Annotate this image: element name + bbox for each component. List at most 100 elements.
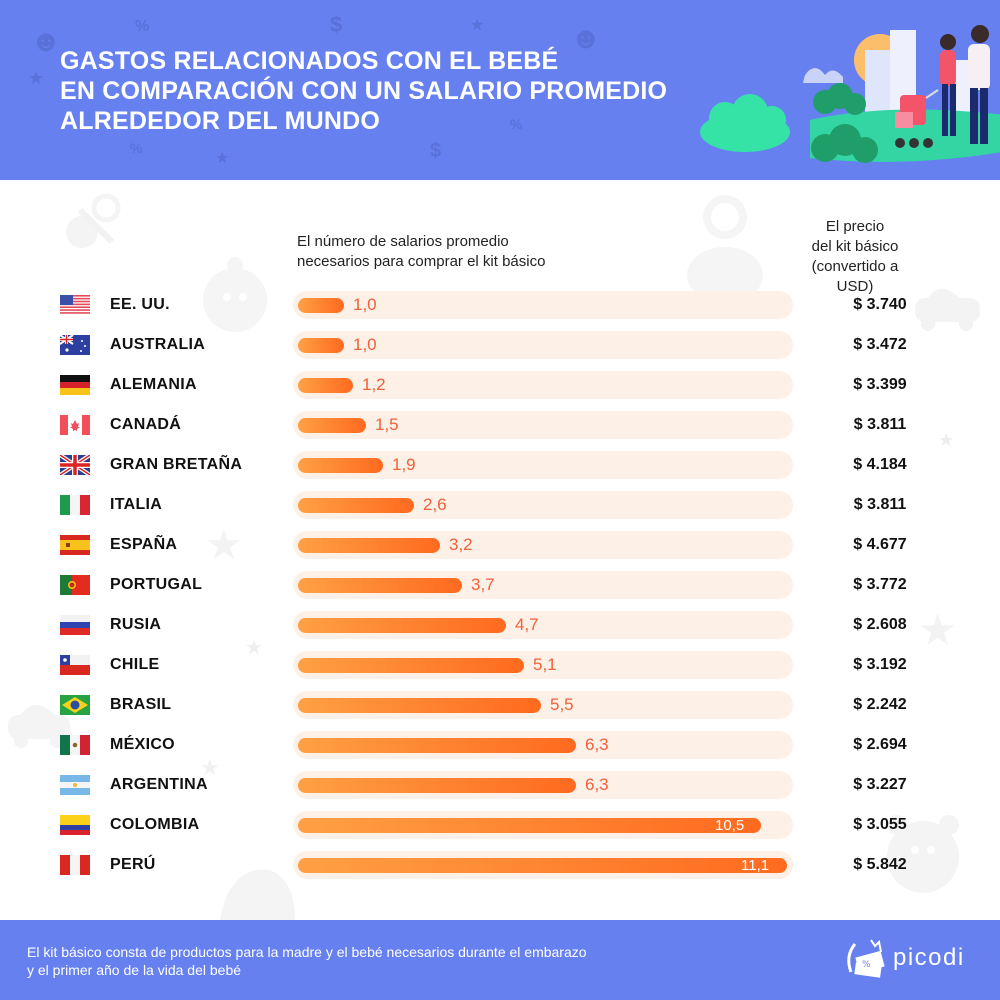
country-row: ARGENTINA 6,3 $ 3.227 xyxy=(0,770,1000,800)
country-row: CANADÁ 1,5 $ 3.811 xyxy=(0,410,1000,440)
country-label: COLOMBIA xyxy=(110,816,200,833)
bar-value-label: 6,3 xyxy=(585,735,609,754)
percent-icon: % xyxy=(510,116,523,132)
country-row: RUSIA 4,7 $ 2.608 xyxy=(0,610,1000,640)
bar xyxy=(298,458,383,473)
country-label: ALEMANIA xyxy=(110,376,197,393)
country-label: ITALIA xyxy=(110,496,163,513)
country-label: PERÚ xyxy=(110,856,156,873)
price-label: $ 3.192 xyxy=(853,656,907,673)
country-label: ARGENTINA xyxy=(110,776,208,793)
country-label: PORTUGAL xyxy=(110,576,203,593)
percent-icon: % xyxy=(130,140,143,156)
bar-value-label: 1,9 xyxy=(392,455,416,474)
bar xyxy=(298,658,524,673)
price-label: $ 3.772 xyxy=(853,576,907,593)
price-label: $ 3.740 xyxy=(853,296,907,313)
price-label: $ 3.811 xyxy=(853,496,907,513)
bush-icon xyxy=(813,83,866,115)
teddy-bear-icon xyxy=(203,257,267,332)
price-label: $ 4.184 xyxy=(853,456,907,473)
price-label: $ 5.842 xyxy=(853,856,907,873)
brazil-flag-icon xyxy=(60,695,90,715)
price-label: $ 2.242 xyxy=(853,696,907,713)
country-row: PERÚ 11,1 $ 5.842 xyxy=(0,850,1000,880)
bar-track xyxy=(293,291,793,319)
bar-value-label: 1,0 xyxy=(353,335,377,354)
bar xyxy=(298,738,576,753)
star-icon: ★ xyxy=(918,606,958,655)
bar-value-label: 6,3 xyxy=(585,775,609,794)
country-row: BRASIL 5,5 $ 2.242 xyxy=(0,690,1000,720)
price-label: $ 3.055 xyxy=(853,816,907,833)
cloud-icon xyxy=(803,68,843,83)
canada-flag-icon xyxy=(60,415,90,435)
bar-value-label: 5,5 xyxy=(550,695,574,714)
germany-flag-icon xyxy=(60,375,90,395)
header-line: (convertido a USD) xyxy=(811,258,899,295)
bar-value-label: 10,5 xyxy=(715,817,745,834)
country-row: ESPAÑA 3,2 $ 4.677 xyxy=(0,530,1000,560)
country-row: ALEMANIA 1,2 $ 3.399 xyxy=(0,370,1000,400)
page-title: GASTOS RELACIONADOS CON EL BEBÉ EN COMPA… xyxy=(60,46,667,136)
bar-value-label: 5,1 xyxy=(533,655,557,674)
country-label: GRAN BRETAÑA xyxy=(110,456,243,473)
family-stroller-illustration xyxy=(700,25,1000,163)
star-icon: ★ xyxy=(28,68,45,88)
price-label: $ 2.608 xyxy=(853,616,907,633)
country-row: PORTUGAL 3,7 $ 3.772 xyxy=(0,570,1000,600)
price-column-header: El precio del kit básico (convertido a U… xyxy=(795,217,915,297)
bar xyxy=(298,858,787,873)
bar-value-label: 1,0 xyxy=(353,295,377,314)
price-label: $ 3.399 xyxy=(853,376,907,393)
bar-track xyxy=(293,331,793,359)
baby-icon: ☻ xyxy=(30,25,62,58)
bar-value-label: 3,2 xyxy=(449,535,473,554)
footnote: El kit básico consta de productos para l… xyxy=(27,943,587,979)
portugal-flag-icon xyxy=(60,575,90,595)
bar xyxy=(298,818,761,833)
bar xyxy=(298,618,506,633)
star-icon: ★ xyxy=(215,150,230,167)
baby-icon: ☻ xyxy=(570,22,602,55)
bar-value-label: 4,7 xyxy=(515,615,539,634)
uk-flag-icon xyxy=(60,455,90,475)
price-label: $ 4.677 xyxy=(853,536,907,553)
header-line: El número de salarios promedio xyxy=(297,233,509,250)
bar-column-header: El número de salarios promedio necesario… xyxy=(297,232,545,272)
header-line: necesarios para comprar el kit básico xyxy=(297,253,546,270)
australia-flag-icon xyxy=(60,335,90,355)
star-icon: ★ xyxy=(938,430,955,450)
header-line: El precio xyxy=(825,218,885,235)
us-flag-icon xyxy=(60,295,90,315)
russia-flag-icon xyxy=(60,615,90,635)
header-banner: ☻ % $ ★ ☻ ★ $ % ★ % GASTOS RELACIONADOS … xyxy=(0,0,1000,180)
bar xyxy=(298,298,344,313)
bar-value-label: 1,2 xyxy=(362,375,386,394)
star-icon: ★ xyxy=(470,17,485,34)
bar xyxy=(298,698,541,713)
country-label: ESPAÑA xyxy=(110,536,178,553)
country-label: BRASIL xyxy=(110,696,172,713)
star-icon: ★ xyxy=(200,755,220,780)
country-row: GRAN BRETAÑA 1,9 $ 4.184 xyxy=(0,450,1000,480)
country-row: EE. UU. 1,0 $ 3.740 xyxy=(0,290,1000,320)
bar xyxy=(298,378,353,393)
title-line: ALREDEDOR DEL MUNDO xyxy=(60,107,381,135)
header-line: del kit básico xyxy=(811,238,899,255)
star-icon: ★ xyxy=(245,637,263,659)
bar-value-label: 11,1 xyxy=(741,857,770,874)
chart-area: ★ ★ ★ ★ ★ El número de salarios promedio… xyxy=(0,180,1000,920)
country-row: ITALIA 2,6 $ 3.811 xyxy=(0,490,1000,520)
percent-icon: % xyxy=(135,18,150,35)
man-icon xyxy=(968,25,990,144)
picodi-logo-icon: % xyxy=(847,939,885,978)
italy-flag-icon xyxy=(60,495,90,515)
pacifier-icon xyxy=(66,193,121,248)
country-row: MÉXICO 6,3 $ 2.694 xyxy=(0,730,1000,760)
colombia-flag-icon xyxy=(60,815,90,835)
bar xyxy=(298,418,366,433)
country-row: CHILE 5,1 $ 3.192 xyxy=(0,650,1000,680)
dollar-icon: $ xyxy=(430,140,442,162)
peru-flag-icon xyxy=(60,855,90,875)
